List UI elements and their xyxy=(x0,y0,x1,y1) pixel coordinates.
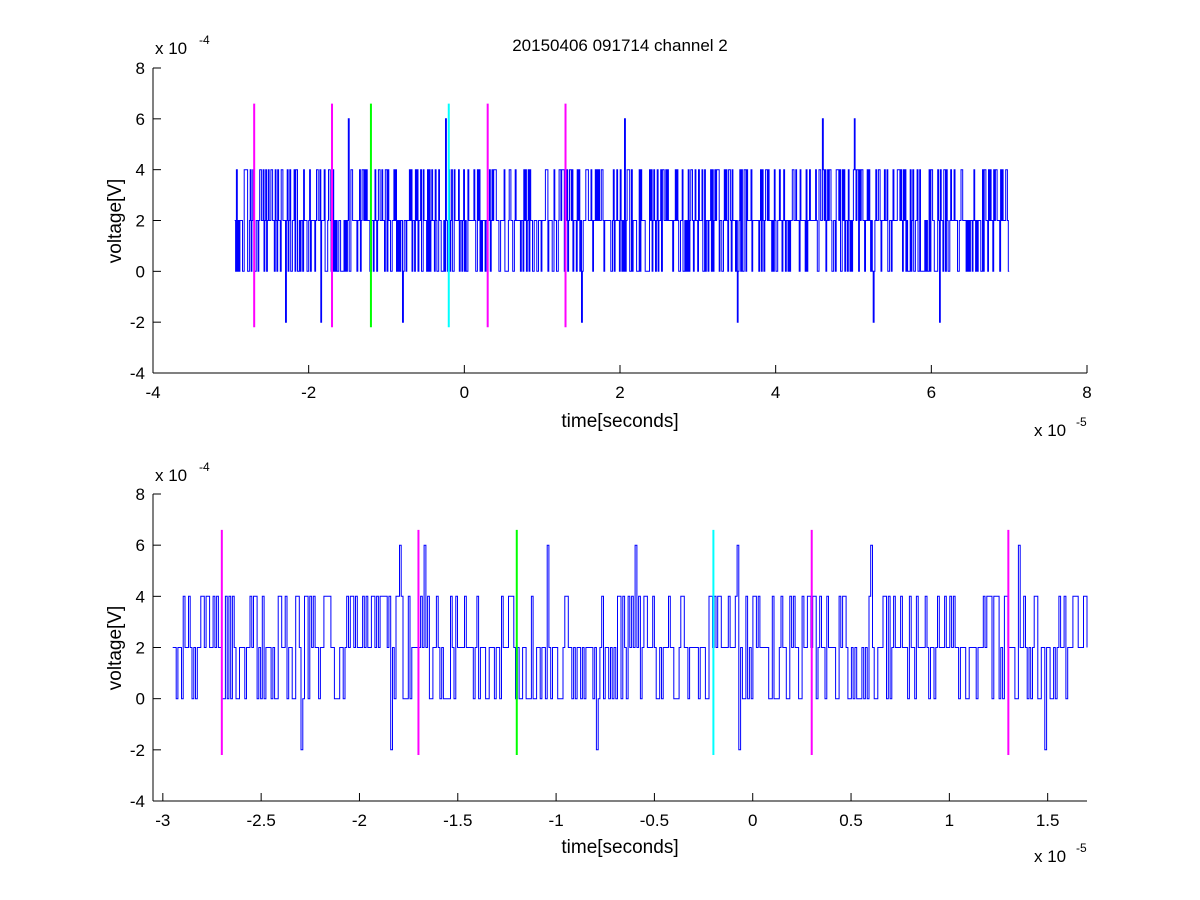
bottom-y-tick-label: 2 xyxy=(136,639,145,658)
bottom-x-tick-label: -1.5 xyxy=(443,811,472,830)
top-y-tick-label: 6 xyxy=(136,110,145,129)
top-x-axis-label: time[seconds] xyxy=(561,411,678,432)
top-x-tick-label: -2 xyxy=(301,383,316,402)
bottom-x-tick-label: -2 xyxy=(352,811,367,830)
top-x-tick-label: 6 xyxy=(927,383,936,402)
top-signal-trace xyxy=(234,118,1010,323)
bottom-plot-area: -3 -2.5 -2 -1.5 -1 -0.5 0 0.5 1 1.5 -4 -2 0 2 4 6 8 xyxy=(130,485,1088,830)
bottom-y-exponent-base: x 10 xyxy=(155,466,187,485)
top-y-tick-label: 4 xyxy=(136,161,145,180)
bottom-y-tick-label: 6 xyxy=(136,536,145,555)
bottom-x-tick-label: -3 xyxy=(155,811,170,830)
top-y-exponent-base: x 10 xyxy=(155,39,187,58)
bottom-y-axis-label: voltage[V] xyxy=(105,606,126,691)
top-plot-area: -4 -2 0 2 4 6 8 -4 -2 0 2 4 6 8 xyxy=(130,59,1092,402)
top-x-exponent-power: -5 xyxy=(1076,415,1087,429)
bottom-y-tick-label: 8 xyxy=(136,485,145,504)
top-y-tick-label: -4 xyxy=(130,364,145,383)
bottom-x-exponent-power: -5 xyxy=(1076,841,1087,855)
bottom-y-tick-label: -4 xyxy=(130,792,145,811)
top-x-tick-label: -4 xyxy=(145,383,160,402)
bottom-x-tick-label: 0 xyxy=(748,811,757,830)
bottom-y-tick-label: 4 xyxy=(136,587,145,606)
top-x-tick-label: 4 xyxy=(771,383,780,402)
top-y-exponent-power: -4 xyxy=(199,33,210,47)
bottom-x-tick-label: 1.5 xyxy=(1036,811,1060,830)
bottom-x-tick-label: 0.5 xyxy=(839,811,863,830)
top-y-tick-label: 2 xyxy=(136,212,145,231)
bottom-x-exponent-base: x 10 xyxy=(1034,847,1066,866)
top-x-tick-label: 2 xyxy=(615,383,624,402)
bottom-x-axis-label: time[seconds] xyxy=(561,837,678,858)
top-x-tick-label: 0 xyxy=(460,383,469,402)
bottom-x-tick-label: -1 xyxy=(549,811,564,830)
top-y-axis-label: voltage[V] xyxy=(105,179,126,264)
bottom-signal-trace xyxy=(172,544,1088,751)
bottom-x-tick-label: 1 xyxy=(945,811,954,830)
top-x-tick-label: 8 xyxy=(1082,383,1091,402)
bottom-x-tick-label: -2.5 xyxy=(246,811,275,830)
bottom-y-exponent-power: -4 xyxy=(199,460,210,474)
top-x-exponent-base: x 10 xyxy=(1034,421,1066,440)
top-y-tick-label: 0 xyxy=(136,262,145,281)
top-chart: 20150406 091714 channel 2 -4 -2 0 2 4 6 8 -4 -2 0… xyxy=(105,33,1092,440)
bottom-y-tick-label: 0 xyxy=(136,690,145,709)
bottom-y-tick-label: -2 xyxy=(130,741,145,760)
bottom-chart: -3 -2.5 -2 -1.5 -1 -0.5 0 0.5 1 1.5 -4 -2 0 2 4 6 8 x 10… xyxy=(105,460,1088,866)
chart-title: 20150406 091714 channel 2 xyxy=(512,36,728,55)
top-y-tick-label: -2 xyxy=(130,313,145,332)
top-y-tick-label: 8 xyxy=(136,59,145,78)
bottom-x-tick-label: -0.5 xyxy=(640,811,669,830)
